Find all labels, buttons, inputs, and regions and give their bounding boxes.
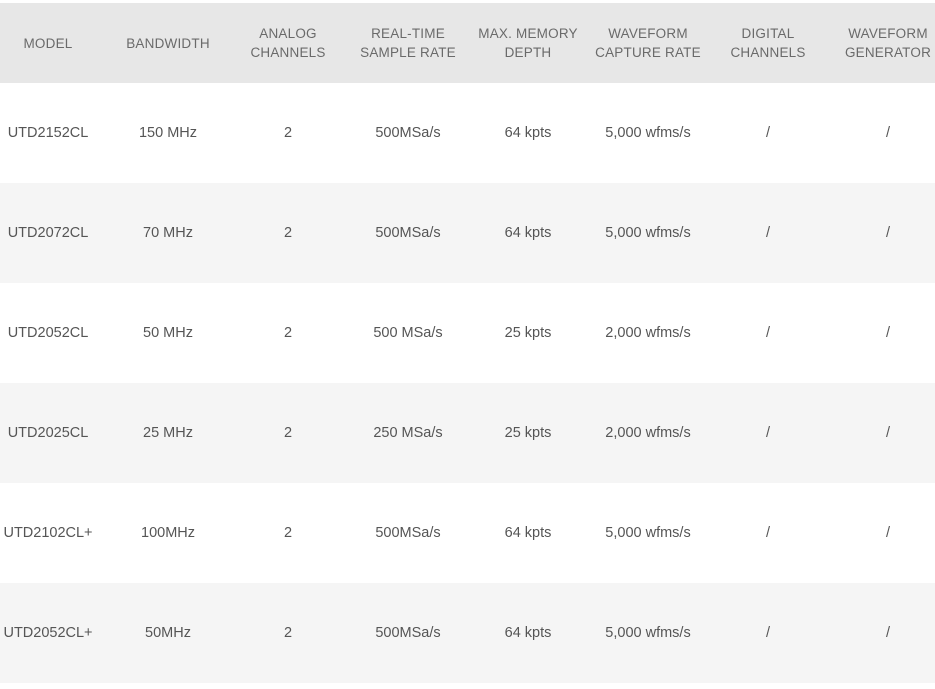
table-cell: 500MSa/s	[375, 125, 441, 141]
header-text: BANDWIDTH	[126, 35, 210, 51]
header-cell: MAX. MEMORY DEPTH	[468, 3, 588, 83]
table-cell: UTD2025CL	[7, 425, 89, 441]
table-cell: /	[765, 225, 771, 241]
table-cell: 25 MHz	[143, 425, 193, 441]
table-cell: /	[885, 325, 891, 341]
table-row: UTD2072CL 70 MHz 2 500MSa/s 64 kpts 5,000 wfm…	[0, 183, 935, 283]
header-text: WAVEFORM	[608, 26, 688, 41]
table-cell: 100MHz	[141, 525, 195, 541]
header-cell: BANDWIDTH	[108, 3, 228, 83]
table-cell: /	[885, 125, 891, 141]
table-cell: /	[765, 425, 771, 441]
table-cell: 500 MSa/s	[373, 325, 443, 341]
header-cell: WAVEFORM GENERATOR	[828, 3, 935, 83]
table-cell: 5,000 wfms/s	[605, 625, 691, 641]
table-cell: 150 MHz	[138, 125, 198, 141]
header-cell: REAL-TIME SAMPLE RATE	[348, 3, 468, 83]
table-row: UTD2052CL+ 50MHz 2 500MSa/s 64 kpts 5,000 wfm…	[0, 583, 935, 683]
header-text: DEPTH	[504, 45, 552, 60]
table-cell: /	[765, 525, 771, 541]
table-cell: 64 kpts	[504, 525, 552, 541]
table-cell: 5,000 wfms/s	[605, 525, 691, 541]
table-cell: /	[765, 625, 771, 641]
header-text: WAVEFORM	[848, 26, 928, 41]
table-cell: 2	[283, 125, 293, 141]
table-cell: 50MHz	[145, 625, 191, 641]
table-row: UTD2025CL 25 MHz 2 250 MSa/s 25 kpts 2,000 wf…	[0, 383, 935, 483]
header-text: ANALOG	[259, 26, 317, 41]
table-cell: 2	[283, 225, 293, 241]
table-cell: 5,000 wfms/s	[605, 125, 691, 141]
table-cell: 25 kpts	[504, 325, 552, 341]
header-row: MODEL BANDWIDTH ANALOG CHANNELS REAL-TIME SAM…	[0, 3, 935, 83]
header-cell: DIGITAL CHANNELS	[708, 3, 828, 83]
table-cell: 50 MHz	[143, 325, 193, 341]
header-cell: MODEL	[0, 3, 108, 83]
header-text: DIGITAL	[741, 26, 795, 41]
table-cell: 2	[283, 325, 293, 341]
table-cell: 25 kpts	[504, 425, 552, 441]
table-cell: 500MSa/s	[375, 525, 441, 541]
header-text: CAPTURE RATE	[595, 45, 701, 60]
table-cell: /	[885, 525, 891, 541]
table-cell: UTD2152CL	[7, 125, 89, 141]
table-cell: /	[885, 425, 891, 441]
table-cell: /	[885, 225, 891, 241]
table-cell: 2	[283, 525, 293, 541]
header-cell: WAVEFORM CAPTURE RATE	[588, 3, 708, 83]
header-text: GENERATOR	[844, 45, 932, 60]
table-cell: 64 kpts	[504, 225, 552, 241]
table-cell: UTD2072CL	[7, 225, 89, 241]
table-cell: 500MSa/s	[375, 625, 441, 641]
table-cell: 2,000 wfms/s	[605, 425, 691, 441]
header-text: CHANNELS	[730, 45, 806, 60]
table-cell: 2,000 wfms/s	[605, 325, 691, 341]
table-cell: 2	[283, 625, 293, 641]
table-cell: /	[765, 125, 771, 141]
header-text: SAMPLE RATE	[360, 45, 456, 60]
table-cell: /	[885, 625, 891, 641]
header-text: REAL-TIME	[371, 26, 445, 41]
table-row: UTD2052CL 50 MHz 2 500 MSa/s 25 kpts 2,000 wf…	[0, 283, 935, 383]
header-text: MODEL	[23, 35, 73, 51]
table-cell: 2	[283, 425, 293, 441]
table-cell: UTD2052CL+	[3, 625, 93, 641]
table-cell: 5,000 wfms/s	[605, 225, 691, 241]
table-cell: 500MSa/s	[375, 225, 441, 241]
header-text: MAX. MEMORY	[478, 26, 578, 41]
table-cell: UTD2102CL+	[3, 525, 93, 541]
header-cell: ANALOG CHANNELS	[228, 3, 348, 83]
table-cell: 250 MSa/s	[373, 425, 443, 441]
table-cell: 70 MHz	[143, 225, 193, 241]
table-cell: UTD2052CL	[7, 325, 89, 341]
table-cell: /	[765, 325, 771, 341]
table-cell: 64 kpts	[504, 125, 552, 141]
table-row: UTD2152CL 150 MHz 2 500MSa/s 64 kpts 5,000 wf…	[0, 83, 935, 183]
header-text: CHANNELS	[250, 45, 326, 60]
table-row: UTD2102CL+ 100MHz 2 500MSa/s 64 kpts 5,000 wf…	[0, 483, 935, 583]
table-cell: 64 kpts	[504, 625, 552, 641]
